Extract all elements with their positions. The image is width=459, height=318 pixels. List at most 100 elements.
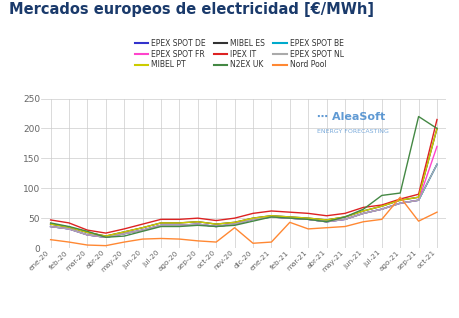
N2EX UK — [84, 229, 90, 233]
EPEX SPOT NL — [66, 227, 72, 231]
EPEX SPOT BE — [360, 211, 365, 215]
EPEX SPOT NL — [397, 201, 402, 205]
MIBEL PT — [397, 198, 402, 202]
Nord Pool — [323, 226, 329, 230]
MIBEL ES — [213, 222, 218, 226]
EPEX SPOT BE — [341, 218, 347, 221]
EPEX SPOT NL — [158, 224, 163, 227]
EPEX SPOT BE — [48, 225, 53, 228]
EPEX SPOT FR — [121, 232, 127, 236]
EPEX SPOT DE — [397, 201, 402, 205]
EPEX SPOT BE — [433, 162, 439, 166]
IPEX IT — [341, 211, 347, 215]
IPEX IT — [268, 209, 274, 213]
Nord Pool — [158, 237, 163, 240]
EPEX SPOT DE — [378, 207, 384, 211]
EPEX SPOT DE — [231, 222, 237, 226]
N2EX UK — [158, 225, 163, 228]
IPEX IT — [250, 211, 255, 215]
N2EX UK — [103, 235, 108, 239]
IPEX IT — [415, 192, 420, 196]
EPEX SPOT FR — [231, 222, 237, 226]
MIBEL ES — [84, 231, 90, 234]
Text: ENERGY FORECASTING: ENERGY FORECASTING — [316, 129, 388, 134]
EPEX SPOT FR — [195, 222, 200, 226]
EPEX SPOT NL — [84, 233, 90, 237]
Nord Pool — [176, 237, 182, 241]
N2EX UK — [250, 219, 255, 223]
MIBEL PT — [231, 220, 237, 224]
Nord Pool — [121, 240, 127, 244]
MIBEL ES — [121, 230, 127, 234]
IPEX IT — [176, 218, 182, 221]
EPEX SPOT NL — [433, 162, 439, 166]
EPEX SPOT DE — [121, 232, 127, 236]
N2EX UK — [48, 221, 53, 225]
MIBEL PT — [84, 231, 90, 234]
IPEX IT — [286, 210, 292, 214]
EPEX SPOT FR — [213, 225, 218, 228]
EPEX SPOT NL — [323, 220, 329, 224]
MIBEL PT — [341, 215, 347, 219]
EPEX SPOT FR — [360, 211, 365, 215]
IPEX IT — [121, 227, 127, 231]
Nord Pool — [48, 238, 53, 242]
EPEX SPOT FR — [305, 218, 310, 221]
EPEX SPOT DE — [323, 220, 329, 224]
EPEX SPOT DE — [176, 224, 182, 227]
EPEX SPOT FR — [415, 198, 420, 202]
MIBEL PT — [433, 127, 439, 130]
EPEX SPOT BE — [286, 216, 292, 220]
MIBEL PT — [48, 222, 53, 226]
MIBEL ES — [268, 214, 274, 218]
N2EX UK — [66, 225, 72, 228]
MIBEL PT — [195, 220, 200, 224]
EPEX SPOT FR — [433, 144, 439, 148]
EPEX SPOT BE — [213, 225, 218, 228]
N2EX UK — [176, 225, 182, 228]
Line: EPEX SPOT NL: EPEX SPOT NL — [50, 164, 436, 237]
EPEX SPOT FR — [176, 224, 182, 227]
EPEX SPOT DE — [103, 235, 108, 239]
MIBEL PT — [176, 221, 182, 225]
EPEX SPOT NL — [305, 218, 310, 221]
EPEX SPOT BE — [250, 218, 255, 221]
EPEX SPOT BE — [121, 232, 127, 236]
N2EX UK — [433, 127, 439, 130]
EPEX SPOT BE — [415, 198, 420, 202]
Nord Pool — [140, 237, 145, 241]
EPEX SPOT DE — [158, 224, 163, 227]
EPEX SPOT NL — [140, 228, 145, 232]
N2EX UK — [360, 207, 365, 211]
Line: EPEX SPOT DE: EPEX SPOT DE — [50, 164, 436, 237]
MIBEL ES — [250, 216, 255, 220]
EPEX SPOT NL — [48, 225, 53, 228]
EPEX SPOT NL — [286, 216, 292, 220]
MIBEL PT — [213, 222, 218, 226]
Nord Pool — [213, 240, 218, 244]
Line: IPEX IT: IPEX IT — [50, 120, 436, 233]
EPEX SPOT DE — [48, 225, 53, 228]
Nord Pool — [341, 225, 347, 228]
MIBEL ES — [103, 234, 108, 238]
MIBEL ES — [195, 220, 200, 224]
MIBEL ES — [48, 222, 53, 226]
IPEX IT — [84, 228, 90, 232]
MIBEL ES — [397, 198, 402, 202]
EPEX SPOT FR — [323, 220, 329, 224]
N2EX UK — [121, 234, 127, 238]
IPEX IT — [433, 118, 439, 121]
EPEX SPOT BE — [66, 227, 72, 231]
Line: MIBEL PT: MIBEL PT — [50, 128, 436, 236]
EPEX SPOT BE — [378, 207, 384, 211]
EPEX SPOT FR — [84, 233, 90, 237]
EPEX SPOT DE — [415, 198, 420, 202]
EPEX SPOT BE — [176, 224, 182, 227]
EPEX SPOT NL — [250, 218, 255, 221]
EPEX SPOT BE — [140, 228, 145, 232]
MIBEL ES — [341, 215, 347, 219]
IPEX IT — [397, 197, 402, 201]
IPEX IT — [48, 218, 53, 222]
EPEX SPOT FR — [286, 216, 292, 220]
EPEX SPOT FR — [397, 201, 402, 205]
